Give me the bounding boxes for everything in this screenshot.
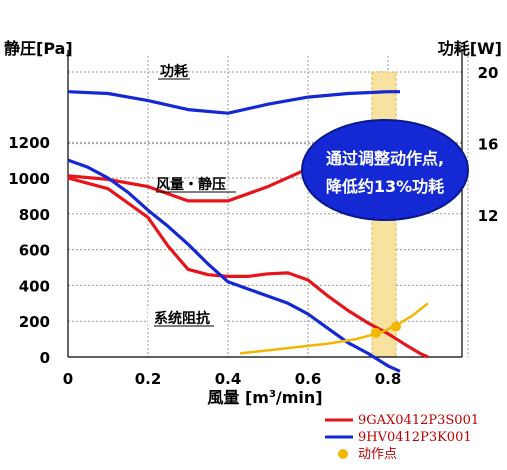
- y-left-tick-label: 0: [40, 349, 50, 367]
- pressure-curve-1: [67, 176, 429, 359]
- x-tick-label: 0: [63, 370, 73, 388]
- legend-label: 动作点: [358, 447, 397, 462]
- legend-label: 9GAX0412P3S001: [358, 413, 479, 428]
- impedance-curve: [239, 302, 429, 355]
- x-tick-label: 0.2: [135, 370, 162, 388]
- x-tick-label: 0.8: [375, 370, 402, 388]
- power-annotation: 功耗: [160, 63, 188, 80]
- y-left-tick-label: 1200: [8, 134, 50, 152]
- grid: [67, 56, 469, 358]
- x-axis-title-prefix: 風量 [m: [207, 388, 269, 407]
- impedance-annotation: 系统阻抗: [154, 310, 210, 327]
- y-right-tick-label: 16: [478, 136, 499, 154]
- power-curve-2: [67, 90, 400, 115]
- callout-bubble: [301, 119, 469, 221]
- x-axis-title: 風量 [m3/min]: [207, 388, 322, 407]
- y-left-tick-label: 600: [19, 242, 50, 260]
- y-axis-right-title: 功耗[W]: [438, 39, 502, 58]
- callout-line-2: 降低约13%功耗: [326, 177, 444, 196]
- x-axis-title-sup: 3: [269, 389, 276, 400]
- y-left-tick-label: 400: [19, 277, 50, 295]
- impedance-annotation-bg: [148, 306, 222, 328]
- callout-line-1: 通过调整动作点,: [326, 149, 444, 168]
- y-left-tick-label: 800: [19, 206, 50, 224]
- y-left-tick-label: 1000: [8, 170, 50, 188]
- x-tick-label: 0.6: [295, 370, 322, 388]
- pressure-curve-2: [67, 158, 401, 373]
- y-axis-left-title: 静圧[Pa]: [4, 39, 73, 58]
- y-right-tick-label: 12: [478, 207, 499, 225]
- operating-point: [371, 327, 381, 338]
- y-right-tick-label: 20: [478, 64, 499, 82]
- pressure-annotation: 风量・静压: [156, 176, 226, 193]
- y-left-tick-label: 200: [19, 313, 50, 331]
- operating-point: [391, 321, 401, 332]
- x-tick-label: 0.4: [215, 370, 242, 388]
- legend-label: 9HV0412P3K001: [358, 430, 472, 445]
- x-axis-title-suffix: /min]: [276, 388, 323, 407]
- legend-swatch-dot: [338, 449, 348, 459]
